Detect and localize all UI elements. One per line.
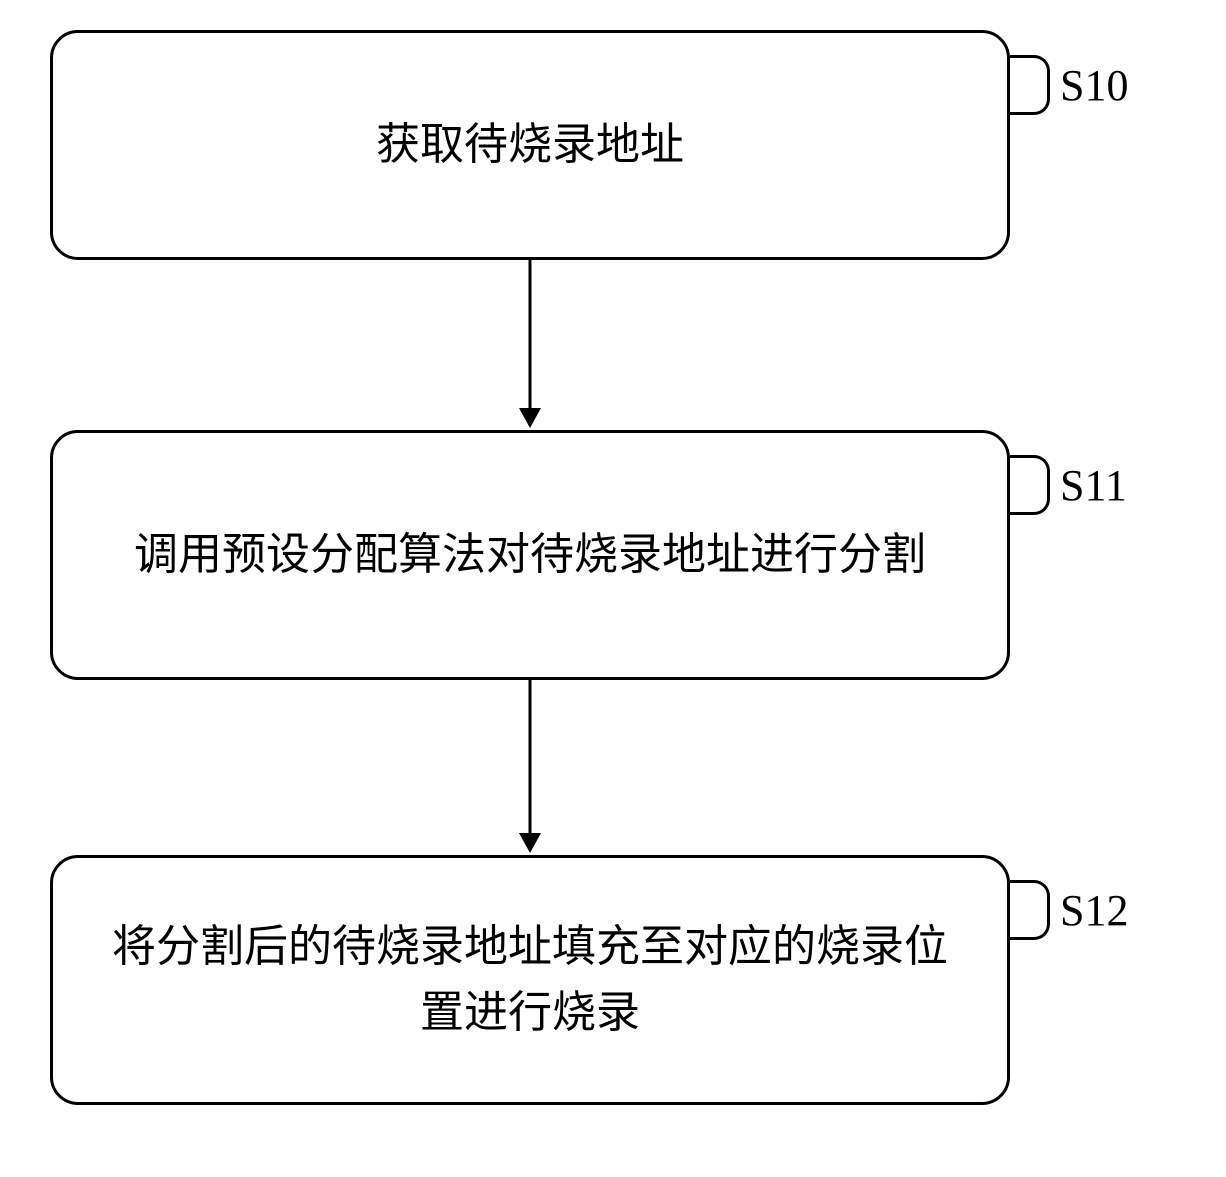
label-bracket	[1010, 880, 1050, 940]
flowchart-node-s10: 获取待烧录地址	[50, 30, 1010, 260]
node-text: 调用预设分配算法对待烧录地址进行分割	[134, 522, 926, 588]
node-label-s12: S12	[1060, 885, 1128, 936]
arrowhead-icon	[519, 408, 541, 428]
label-bracket	[1010, 55, 1050, 115]
label-bracket	[1010, 455, 1050, 515]
flowchart-arrow	[529, 680, 532, 835]
arrowhead-icon	[519, 833, 541, 853]
flowchart-node-s11: 调用预设分配算法对待烧录地址进行分割	[50, 430, 1010, 680]
node-text: 将分割后的待烧录地址填充至对应的烧录位置进行烧录	[93, 914, 967, 1046]
flowchart-node-s12: 将分割后的待烧录地址填充至对应的烧录位置进行烧录	[50, 855, 1010, 1105]
node-text: 获取待烧录地址	[376, 112, 684, 178]
node-label-s10: S10	[1060, 60, 1128, 111]
node-label-s11: S11	[1060, 460, 1127, 511]
flowchart-arrow	[529, 260, 532, 410]
